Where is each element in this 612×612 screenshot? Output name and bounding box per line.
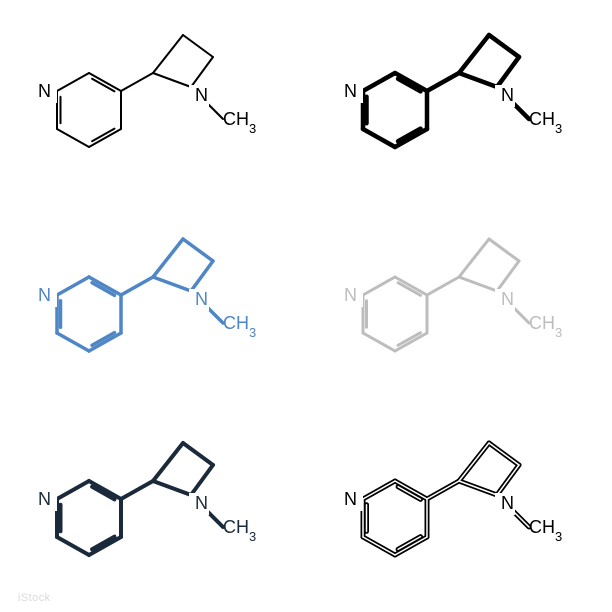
svg-text:CH3: CH3	[529, 313, 562, 340]
svg-text:N: N	[344, 81, 357, 101]
cell-navy: N N CH3	[0, 408, 306, 612]
svg-text:N: N	[195, 493, 208, 513]
nicotine-structure-icon: N N CH3	[339, 17, 579, 187]
cell-thin-black: N N CH3	[0, 0, 306, 204]
svg-text:N: N	[38, 489, 51, 509]
svg-text:CH3: CH3	[223, 109, 256, 136]
svg-text:N: N	[344, 285, 357, 305]
nicotine-structure-icon: N N CH3	[339, 221, 579, 391]
nicotine-structure-icon: N N CH3	[33, 221, 273, 391]
nicotine-structure-icon: N N CH3	[33, 17, 273, 187]
svg-text:CH3: CH3	[529, 517, 562, 544]
svg-text:N: N	[195, 85, 208, 105]
svg-text:N: N	[501, 493, 514, 513]
nicotine-structure-icon: N N CH3	[33, 425, 273, 595]
svg-text:N: N	[344, 489, 357, 509]
svg-text:CH3: CH3	[529, 109, 562, 136]
cell-black-outline: N N CH3	[306, 408, 612, 612]
svg-text:N: N	[501, 85, 514, 105]
svg-text:N: N	[38, 81, 51, 101]
svg-text:N: N	[38, 285, 51, 305]
svg-text:CH3: CH3	[223, 313, 256, 340]
svg-text:N: N	[501, 289, 514, 309]
svg-text:CH3: CH3	[223, 517, 256, 544]
watermark: iStock	[18, 592, 51, 604]
svg-text:N: N	[195, 289, 208, 309]
cell-grey: N N CH3	[306, 204, 612, 408]
cell-blue: N N CH3	[0, 204, 306, 408]
nicotine-structure-icon: N N CH3	[339, 425, 579, 595]
cell-bold-black: N N CH3	[306, 0, 612, 204]
molecule-variant-grid: N N CH3 N N CH3 N N CH3 N N CH3 N N CH3	[0, 0, 612, 612]
